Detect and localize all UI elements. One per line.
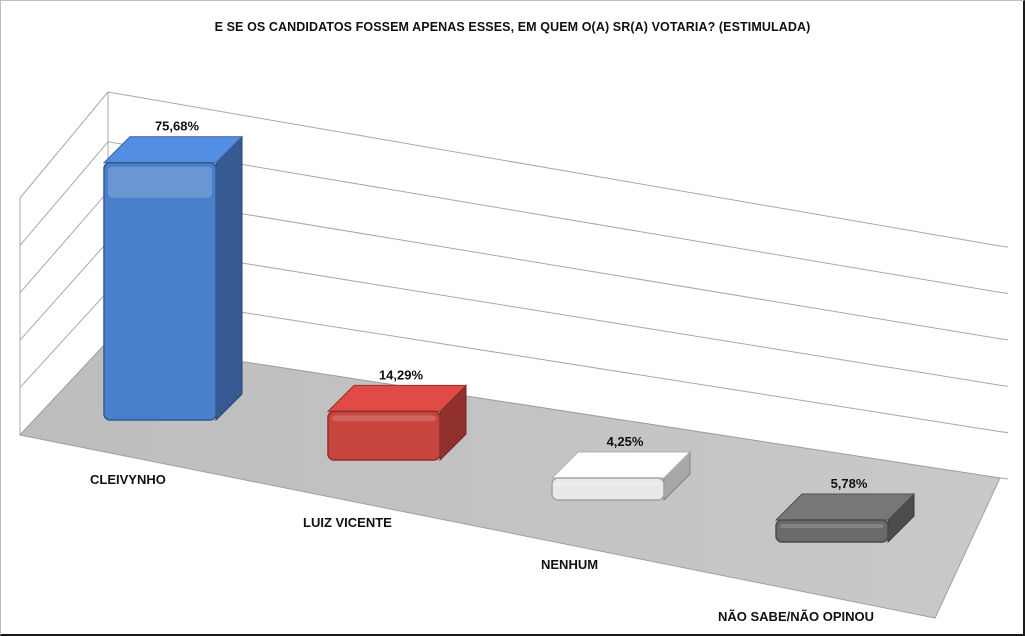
- gridline: [19, 191, 109, 294]
- bar-front: [551, 477, 665, 501]
- bar-4: [774, 492, 916, 544]
- tick: [999, 384, 1009, 387]
- bar-highlight: [556, 482, 660, 486]
- bar-front: [103, 161, 217, 421]
- category-label: NÃO SABE/NÃO OPINOU: [718, 609, 874, 624]
- data-label: 14,29%: [379, 367, 424, 382]
- data-label: 4,25%: [607, 434, 644, 449]
- bar-highlight: [780, 524, 884, 528]
- bar-1: [102, 135, 244, 422]
- gridline: [107, 191, 1001, 340]
- gridline: [19, 290, 109, 388]
- data-label: 75,68%: [155, 119, 200, 134]
- category-label: NENHUM: [541, 557, 598, 572]
- bar-3: [550, 450, 692, 502]
- gridline: [19, 141, 109, 246]
- bar-front: [775, 519, 889, 543]
- floor-plane: [19, 340, 1001, 619]
- data-label: 5,78%: [831, 476, 868, 491]
- chart-walls: [19, 91, 1009, 480]
- bar-2: [326, 384, 468, 462]
- tick: [999, 431, 1009, 434]
- gridline: [107, 141, 1001, 293]
- gridline: [19, 91, 109, 199]
- chart-labels: 75,68% CLEIVYNHO 14,29% LUIZ VICENTE 4,25% NE…: [90, 119, 874, 624]
- bar-highlight: [332, 415, 436, 422]
- chart-title: E SE OS CANDIDATOS FOSSEM APENAS ESSES, …: [214, 20, 811, 34]
- gridline: [107, 91, 1001, 247]
- tick: [999, 338, 1009, 341]
- chart-bars: [102, 135, 916, 544]
- bar-front: [327, 410, 441, 461]
- tick: [999, 245, 1009, 248]
- bar-side: [215, 135, 243, 422]
- chart-floor: [19, 340, 1001, 619]
- gridline: [19, 241, 109, 341]
- tick: [999, 291, 1009, 294]
- gridline: [107, 240, 1001, 386]
- gridline: [107, 290, 1001, 433]
- category-label: CLEIVYNHO: [90, 472, 166, 487]
- tick: [999, 477, 1009, 480]
- category-label: LUIZ VICENTE: [303, 515, 392, 530]
- bar-highlight: [108, 166, 212, 198]
